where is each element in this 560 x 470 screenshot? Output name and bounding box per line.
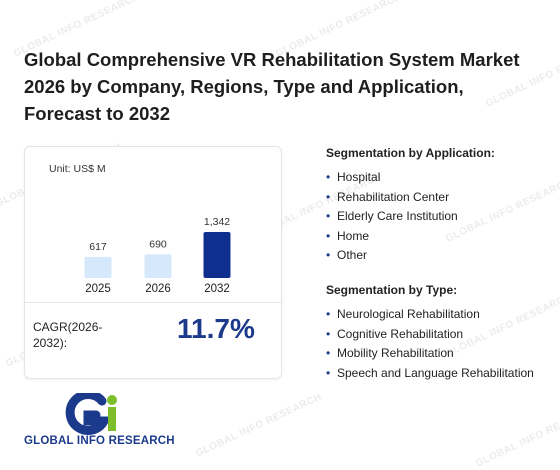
list-item: • Speech and Language Rehabilitation bbox=[326, 364, 534, 384]
bullet-icon: • bbox=[326, 209, 331, 223]
watermark: GLOBAL INFO RESEARCH bbox=[194, 391, 324, 460]
list-item: • Neurological Rehabilitation bbox=[326, 305, 534, 325]
bullet-icon: • bbox=[326, 326, 331, 341]
list-item: • Mobility Rehabilitation bbox=[326, 344, 534, 364]
bullet-icon: • bbox=[326, 228, 331, 243]
bar-chart: 617 2025 690 2026 1,342 2032 bbox=[84, 216, 231, 295]
market-size-card: 617 2025 690 2026 1,342 2032 Unit: US$ M CAGR… bbox=[24, 146, 282, 379]
gi-logo-icon bbox=[65, 390, 117, 435]
list-item: • Elderly Care Institution bbox=[326, 207, 495, 227]
bullet-icon: • bbox=[326, 170, 331, 184]
cagr-value: 11.7% bbox=[177, 313, 255, 344]
segmentation-by-application: Segmentation by Application: • Hospital •… bbox=[326, 146, 495, 266]
cagr-label-line-1: CAGR(2026- bbox=[33, 320, 103, 334]
segmentation-heading: Segmentation by Application: bbox=[326, 146, 495, 160]
segmentation-heading: Segmentation by Type: bbox=[326, 283, 458, 297]
category-label: 2025 bbox=[85, 283, 111, 295]
data-label: 1,342 bbox=[204, 216, 230, 228]
company-logo: GLOBAL INFO RESEARCH bbox=[24, 390, 192, 453]
bullet-icon: • bbox=[326, 365, 331, 380]
category-label: 2032 bbox=[204, 283, 230, 295]
bar-2026 bbox=[144, 254, 172, 278]
bullet-icon: • bbox=[326, 248, 331, 262]
data-label: 617 bbox=[89, 241, 107, 253]
bullet-icon: • bbox=[326, 189, 331, 204]
cagr-label-line-2: 2032): bbox=[33, 336, 68, 350]
list-item: • Rehabilitation Center bbox=[326, 188, 495, 208]
data-label: 690 bbox=[149, 238, 167, 250]
application-list: • Hospital • Rehabilitation Center • Elderl… bbox=[326, 168, 495, 266]
page-title: Global Comprehensive VR Rehabilitation S… bbox=[24, 49, 520, 124]
divider bbox=[25, 302, 281, 303]
bar-2032 bbox=[203, 232, 231, 278]
unit-label: Unit: US$ M bbox=[49, 163, 106, 175]
category-label: 2026 bbox=[145, 283, 171, 295]
bar-2025 bbox=[84, 256, 112, 278]
cagr-label: CAGR(2026- 2032): bbox=[33, 319, 102, 351]
watermark: GLOBAL INFO RESEARCH bbox=[474, 401, 560, 470]
bullet-icon: • bbox=[326, 346, 331, 360]
bullet-icon: • bbox=[326, 307, 331, 321]
logo-text: GLOBAL INFO RESEARCH bbox=[24, 435, 175, 447]
segmentation-by-type: Segmentation by Type: • Neurological Reha… bbox=[326, 283, 534, 383]
list-item: • Other bbox=[326, 246, 495, 266]
list-item: • Cognitive Rehabilitation bbox=[326, 325, 534, 345]
list-item: • Hospital bbox=[326, 168, 495, 188]
type-list: • Neurological Rehabilitation • Cognitive … bbox=[326, 305, 534, 383]
list-item: • Home bbox=[326, 227, 495, 247]
